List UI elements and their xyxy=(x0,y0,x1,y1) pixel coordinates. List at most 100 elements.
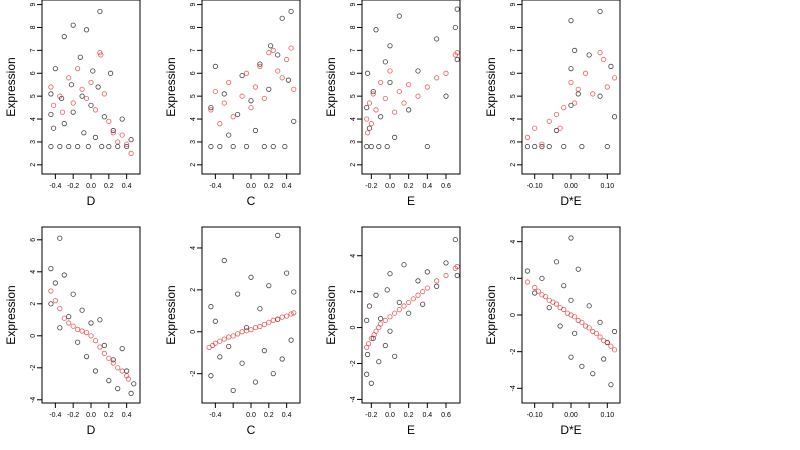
data-point xyxy=(454,56,460,63)
data-point xyxy=(568,235,574,241)
x-axis-label: C xyxy=(247,194,256,208)
data-point xyxy=(243,143,250,150)
data-point xyxy=(434,283,440,289)
data-point xyxy=(364,371,370,377)
y-axis-label: Expression xyxy=(324,285,338,344)
data-point xyxy=(83,95,90,102)
data-point xyxy=(79,86,85,92)
data-point xyxy=(243,328,250,334)
data-point xyxy=(83,27,90,33)
data-point xyxy=(48,143,54,150)
data-point xyxy=(586,325,592,331)
data-point xyxy=(364,116,370,122)
data-point xyxy=(396,13,402,19)
y-tick-label: 4 xyxy=(350,254,357,258)
data-point xyxy=(586,52,592,58)
data-point xyxy=(284,313,290,319)
data-point xyxy=(230,143,236,150)
data-point xyxy=(415,68,421,74)
data-point xyxy=(90,68,96,74)
data-point xyxy=(208,105,214,111)
data-point xyxy=(97,344,103,350)
x-tick-label: 0.4 xyxy=(422,183,432,190)
y-tick-label: 6 xyxy=(30,238,37,242)
data-point xyxy=(124,141,130,147)
data-point xyxy=(579,319,585,325)
data-point xyxy=(88,79,94,86)
data-point xyxy=(524,279,531,285)
panel-4: -0.10 0.00 0.10 2 3 4 5 6 7 8 9 D*E Expression xyxy=(484,0,621,208)
data-point xyxy=(553,127,560,134)
y-tick-label: -2 xyxy=(510,348,517,354)
data-point xyxy=(88,320,94,326)
y-tick-label: 7 xyxy=(30,48,37,52)
data-point xyxy=(285,77,292,83)
data-point xyxy=(370,91,376,97)
data-point xyxy=(384,287,390,293)
data-point xyxy=(212,318,218,324)
data-point xyxy=(70,100,76,106)
data-point xyxy=(532,143,538,150)
y-axis-label: Expression xyxy=(4,57,18,116)
data-point xyxy=(270,47,276,53)
data-point xyxy=(454,272,460,279)
data-point xyxy=(248,274,254,280)
x-tick-label: 0.4 xyxy=(122,183,132,190)
data-point xyxy=(401,303,407,309)
data-point xyxy=(452,236,458,243)
x-tick-label: 0.6 xyxy=(441,412,451,419)
data-point xyxy=(410,296,416,302)
x-tick-label: 0.0 xyxy=(385,412,395,419)
data-point xyxy=(604,143,610,150)
data-point xyxy=(279,356,285,362)
y-tick-label: 0 xyxy=(350,326,357,330)
data-point xyxy=(608,343,614,349)
x-axis-label: D xyxy=(87,423,96,437)
data-point xyxy=(368,143,374,150)
data-point xyxy=(443,93,449,99)
data-point xyxy=(239,329,245,335)
data-point xyxy=(568,66,574,72)
data-point xyxy=(48,91,54,97)
data-point xyxy=(387,328,393,334)
data-point xyxy=(597,8,603,15)
data-point xyxy=(248,105,254,111)
data-point xyxy=(101,342,107,348)
data-point xyxy=(57,325,63,331)
data-point xyxy=(452,24,458,31)
data-point xyxy=(217,354,223,360)
y-tick-label: 2 xyxy=(350,290,357,294)
data-point xyxy=(57,235,63,241)
data-point xyxy=(288,311,294,317)
data-point xyxy=(406,82,412,88)
data-point xyxy=(221,257,227,264)
data-point xyxy=(131,381,137,387)
data-point xyxy=(221,336,227,342)
x-tick-label: 0.2 xyxy=(264,183,274,190)
data-point xyxy=(61,315,67,321)
data-point xyxy=(572,47,578,53)
data-point xyxy=(582,70,589,76)
data-point xyxy=(79,93,85,99)
data-point xyxy=(50,102,57,108)
y-tick-label: -2 xyxy=(30,365,37,371)
plot-frame xyxy=(361,0,461,175)
y-axis-label: Expression xyxy=(4,285,18,344)
y-tick-label: 7 xyxy=(190,48,197,52)
data-point xyxy=(387,68,393,74)
data-point xyxy=(364,351,371,358)
y-tick-label: 2 xyxy=(190,163,197,167)
data-point xyxy=(243,70,250,76)
series-1 xyxy=(48,8,134,150)
data-point xyxy=(275,232,281,238)
data-point xyxy=(266,50,272,56)
data-point xyxy=(364,105,370,111)
data-point xyxy=(415,278,421,284)
y-tick-label: 0 xyxy=(190,330,197,334)
data-point xyxy=(230,333,236,339)
x-axis-label: E xyxy=(407,423,415,437)
data-point xyxy=(266,86,272,92)
data-point xyxy=(212,340,218,346)
x-tick-label: 0.0 xyxy=(385,183,395,190)
